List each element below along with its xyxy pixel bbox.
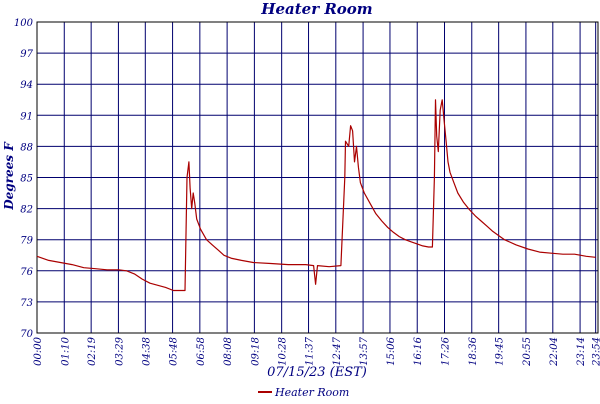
y-axis-label: Degrees F [2,141,16,211]
x-tick-label: 09:18 [250,337,261,366]
plot-frame [36,21,599,334]
x-tick-label: 03:29 [114,336,125,365]
y-tick-label: 88 [20,142,33,153]
y-tick-label: 82 [20,205,33,216]
x-tick-label: 02:19 [87,336,98,365]
x-tick-label: 16:16 [413,336,424,365]
x-tick-label: 22:04 [549,337,560,367]
x-tick-label: 19:45 [495,337,506,366]
x-tick-label: 23:54 [592,337,600,367]
x-tick-label: 04:38 [141,337,152,366]
x-tick-label: 06:58 [196,337,207,366]
y-tick-label: 79 [20,236,33,247]
x-tick-label: 08:08 [223,337,234,366]
x-tick-label: 11:37 [305,336,316,365]
x-tick-label: 10:28 [278,337,289,366]
legend: Heater Room [258,386,349,399]
x-tick-label: 23:14 [576,337,587,367]
y-tick-label: 76 [20,267,33,278]
y-tick-label: 94 [20,80,33,91]
y-tick-label: 91 [20,111,33,122]
x-tick-label: 20:55 [522,337,533,367]
chart-title: Heater Room [260,0,372,18]
x-tick-label: 01:10 [60,336,71,365]
x-tick-label: 18:36 [468,336,479,365]
x-tick-label: 15:06 [386,336,397,365]
x-tick-label: 05:48 [169,337,180,366]
x-tick-label: 00:00 [33,336,44,365]
y-tick-label: 97 [20,49,33,60]
y-tick-label: 70 [20,329,33,340]
x-tick-label: 17:26 [441,336,452,365]
x-tick-label: 12:47 [332,336,343,365]
series-line [36,99,596,292]
x-tick-label: 13:57 [359,336,370,365]
y-tick-label: 73 [20,298,33,309]
y-tick-label: 85 [20,174,33,185]
legend-label: Heater Room [274,386,349,399]
x-axis-label: 07/15/23 (EST) [267,365,367,380]
y-tick-label: 100 [14,18,34,29]
